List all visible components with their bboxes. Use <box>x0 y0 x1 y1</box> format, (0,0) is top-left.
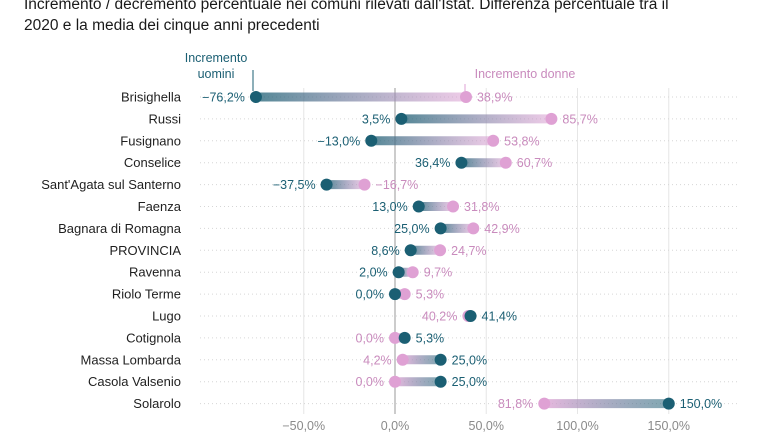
men-value-label: 41,4% <box>482 310 517 324</box>
women-value-label: 31,8% <box>464 200 499 214</box>
men-value-label: −37,5% <box>273 178 316 192</box>
category-label: Riolo Terme <box>112 287 181 302</box>
men-value-label: 36,4% <box>415 156 450 170</box>
dumbbell-bar <box>440 223 474 233</box>
dumbbell-bar <box>402 355 441 365</box>
men-dot <box>389 288 401 301</box>
dumbbell-bar <box>410 245 441 255</box>
men-value-label: 3,5% <box>362 112 391 126</box>
women-value-label: 38,9% <box>477 91 512 105</box>
category-label: Casola Valsenio <box>88 374 181 389</box>
category-label: Lugo <box>152 309 181 324</box>
men-value-label: 13,0% <box>372 200 407 214</box>
category-label: Ravenna <box>129 265 182 280</box>
men-dot <box>395 112 408 125</box>
women-dot <box>538 397 551 410</box>
chart-title: Incremento / decremento percentuale nei … <box>24 0 764 36</box>
category-label: Cotignola <box>126 330 182 345</box>
category-label: Massa Lombarda <box>81 352 182 367</box>
legend-men-line-1: Incremento <box>185 51 248 65</box>
dumbbell-bar <box>371 136 494 146</box>
women-value-label: 9,7% <box>424 266 453 280</box>
women-dot <box>406 266 419 279</box>
women-value-label: 85,7% <box>562 112 597 126</box>
dumbbell-bar <box>326 180 365 190</box>
women-value-label: 4,2% <box>363 353 392 367</box>
category-label: Faenza <box>138 199 182 214</box>
men-dot <box>249 91 262 103</box>
x-tick-label: 150,0% <box>648 419 690 432</box>
women-value-label: 0,0% <box>356 331 385 345</box>
men-dot <box>412 200 425 213</box>
x-tick-label: 0,0% <box>381 419 410 432</box>
women-dot <box>358 178 371 191</box>
category-label: Bagnara di Romagna <box>58 221 182 236</box>
women-value-label: 53,8% <box>504 134 539 148</box>
men-value-label: −76,2% <box>202 91 245 105</box>
dumbbell-bar <box>461 158 506 168</box>
x-tick-label: 100,0% <box>556 419 598 432</box>
women-dot <box>389 331 401 344</box>
women-dot <box>467 222 480 235</box>
men-value-label: 25,0% <box>452 375 487 389</box>
women-dot <box>434 244 447 257</box>
legend-women: Incremento donne <box>475 67 576 81</box>
men-dot <box>320 178 333 191</box>
men-dot <box>434 353 447 366</box>
dumbbell-bar <box>395 377 441 387</box>
chart-title-line-1: Incremento / decremento percentuale nei … <box>24 0 669 13</box>
dumbbell-bar <box>544 399 669 409</box>
category-label: Brisighella <box>121 90 182 105</box>
category-label: Solarolo <box>133 396 181 411</box>
women-dot <box>499 156 512 169</box>
women-value-label: 5,3% <box>416 288 445 302</box>
men-value-label: 25,0% <box>394 222 429 236</box>
dumbbell-bar <box>255 92 466 102</box>
women-dot <box>398 288 411 301</box>
x-tick-label: 50,0% <box>469 419 504 432</box>
men-dot <box>662 397 675 410</box>
women-value-label: −16,7% <box>376 178 419 192</box>
category-label: PROVINCIA <box>109 243 181 258</box>
men-value-label: 25,0% <box>452 353 487 367</box>
legend-men-line-2: uomini <box>198 67 235 81</box>
women-value-label: 40,2% <box>422 310 457 324</box>
men-dot <box>455 156 468 169</box>
men-dot <box>464 310 477 322</box>
dumbbell-bar <box>401 114 552 124</box>
men-value-label: 2,0% <box>359 266 388 280</box>
women-value-label: 42,9% <box>484 222 519 236</box>
women-value-label: 60,7% <box>517 156 552 170</box>
women-dot <box>487 134 500 147</box>
women-dot <box>447 200 460 213</box>
men-dot <box>404 244 417 257</box>
men-value-label: 5,3% <box>416 331 445 345</box>
women-dot <box>396 353 409 366</box>
men-dot <box>398 331 411 344</box>
category-label: Russi <box>148 111 181 126</box>
x-tick-label: −50,0% <box>282 419 325 432</box>
women-value-label: 24,7% <box>451 244 486 258</box>
men-value-label: 150,0% <box>680 397 722 411</box>
women-value-label: 81,8% <box>498 397 533 411</box>
dumbbell-bar <box>418 202 454 211</box>
men-value-label: 8,6% <box>371 244 400 258</box>
men-dot <box>434 222 447 235</box>
women-dot <box>389 375 401 388</box>
men-dot <box>365 134 378 147</box>
women-dot <box>545 112 558 125</box>
category-label: Fusignano <box>120 133 181 148</box>
men-dot <box>434 375 447 388</box>
men-value-label: −13,0% <box>318 134 361 148</box>
category-label: Sant'Agata sul Santerno <box>41 177 181 192</box>
men-dot <box>392 266 405 279</box>
women-value-label: 0,0% <box>356 375 385 389</box>
category-label: Conselice <box>124 155 181 170</box>
men-value-label: 0,0% <box>356 288 385 302</box>
women-dot <box>459 91 472 103</box>
chart-title-line-2: 2020 e la media dei cinque anni preceden… <box>24 17 320 34</box>
